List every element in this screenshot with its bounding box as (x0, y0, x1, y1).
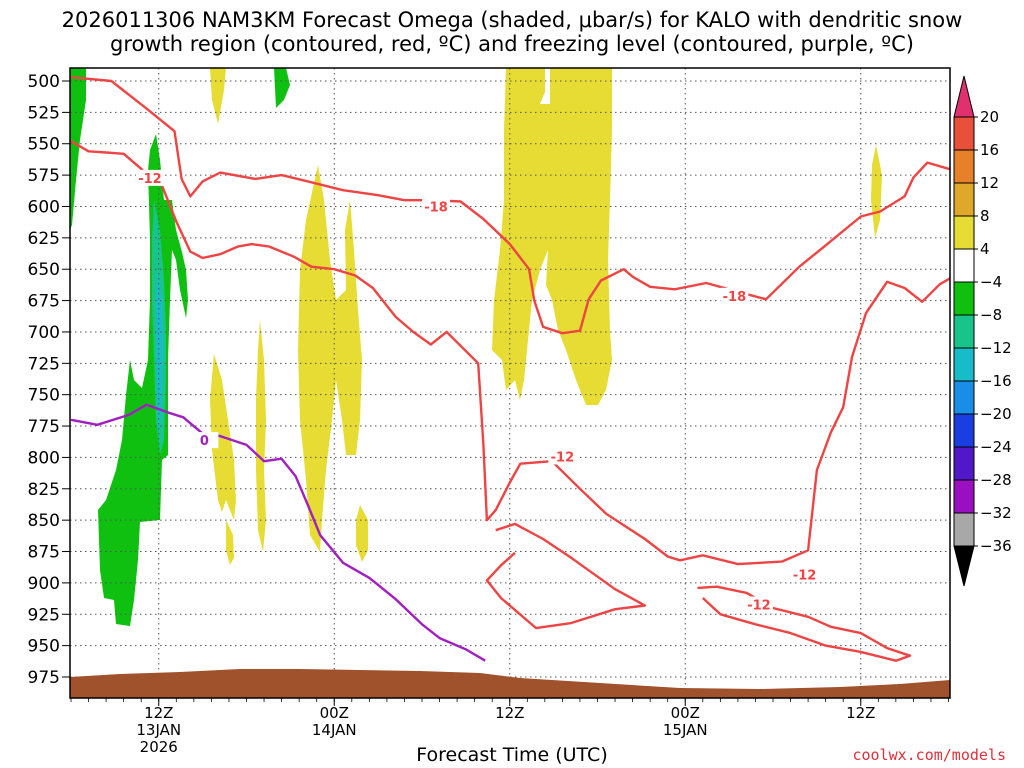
colorbar-box (953, 116, 975, 151)
colorbar-tick-label: −36 (980, 537, 1012, 555)
omega-descent-area (70, 68, 86, 230)
y-tick-label: 700 (28, 323, 60, 343)
omega-ascent-area (256, 320, 266, 552)
dgz-contour (485, 522, 647, 630)
colorbar-box (953, 512, 975, 547)
contour-label: 0 (200, 434, 209, 449)
y-tick-label: 825 (28, 480, 60, 500)
colorbar-bottom-arrow (953, 545, 975, 587)
contour-label-bg (720, 287, 749, 304)
x-tick-label: 12Z (144, 704, 173, 722)
x-tick-label: 12Z (495, 704, 524, 722)
colorbar-tick-label: −28 (980, 471, 1012, 489)
colorbar-box (953, 281, 975, 316)
y-tick-label: 975 (28, 668, 60, 688)
colorbar-box (953, 149, 975, 184)
x-tick-label: 14JAN (312, 721, 357, 739)
contour-label: -12 (551, 450, 575, 465)
omega-ascent-area (210, 68, 226, 124)
colorbar-box (953, 479, 975, 514)
omega-ascent-area (871, 145, 882, 238)
colorbar-tick-label: 12 (980, 174, 999, 192)
contour-label: -12 (138, 172, 162, 187)
y-tick-label: 675 (28, 292, 60, 312)
x-tick-label: 13JAN (136, 721, 181, 739)
colorbar-tick-label: −20 (980, 405, 1012, 423)
colorbar-box (953, 248, 975, 283)
colorbar-box (953, 446, 975, 481)
colorbar-tick-label: −32 (980, 504, 1012, 522)
y-tick-label: 725 (28, 354, 60, 374)
gridlines (70, 68, 950, 698)
colorbar-tick-label: 16 (980, 141, 999, 159)
colorbar-top-arrow (953, 75, 975, 118)
contour-label-bg (548, 448, 577, 465)
omega-shading (70, 68, 882, 626)
colorbar-tick-label: −8 (980, 306, 1002, 324)
colorbar-box (953, 380, 975, 415)
colorbar-tick-label: −12 (980, 339, 1012, 357)
freezing-level-contour (70, 403, 486, 662)
omega-descent-area (98, 134, 188, 626)
y-tick-label: 625 (28, 229, 60, 249)
y-tick-label: 500 (28, 72, 60, 92)
x-tick-label: 2026 (140, 738, 178, 756)
colorbar-tick-label: −24 (980, 438, 1012, 456)
y-tick-label: 550 (28, 135, 60, 155)
y-tick-label: 800 (28, 448, 60, 468)
y-tick-label: 850 (28, 511, 60, 531)
x-tick-label: 12Z (846, 704, 875, 722)
y-tick-label: 775 (28, 417, 60, 437)
contour-label: -18 (424, 201, 448, 216)
terrain (70, 669, 950, 698)
temperature-contours (70, 76, 950, 662)
x-tick-label: 00Z (671, 704, 700, 722)
y-tick-label: 650 (28, 260, 60, 280)
x-tick-label: 15JAN (663, 721, 708, 739)
dgz-contour (70, 140, 950, 566)
y-tick-label: 575 (28, 166, 60, 186)
y-axis: 500 525 550 575 600 625 650 675 700 725 750 775 800 8… (28, 72, 70, 688)
omega-ascent-area (356, 505, 368, 562)
colorbar-box (953, 215, 975, 250)
colorbar-tick-label: −4 (980, 273, 1002, 291)
colorbar-tick-label: −16 (980, 372, 1012, 390)
colorbar-box (953, 413, 975, 448)
contour-label-bg (135, 169, 164, 186)
colorbar-box (953, 347, 975, 382)
omega-ascent-area (298, 165, 362, 552)
colorbar-tick-label: 4 (980, 240, 990, 258)
x-tick-label: 00Z (320, 704, 349, 722)
y-tick-label: 525 (28, 103, 60, 123)
chart-title-line-2: growth region (contoured, red, ºC) and f… (110, 32, 914, 56)
colorbar: 20 16 12 8 4 −4 −8 −12 −16 −20 −24 −28 −32 −36 (953, 75, 1012, 587)
contour-label: -12 (793, 568, 817, 583)
y-tick-label: 950 (28, 637, 60, 657)
contour-label-bg (422, 198, 451, 215)
colorbar-tick-label: 20 (980, 108, 999, 126)
x-axis-label: Forecast Time (UTC) (416, 744, 608, 766)
colorbar-tick-label: 8 (980, 207, 990, 225)
chart-title-line-1: 2026011306 NAM3KM Forecast Omega (shaded… (61, 8, 963, 32)
contour-label: -18 (723, 290, 747, 305)
colorbar-box (953, 182, 975, 217)
contour-label-bg (190, 432, 219, 449)
credit-text: coolwx.com/models (852, 746, 1006, 764)
colorbar-box (953, 314, 975, 349)
contour-label-bg (744, 596, 773, 613)
omega-descent-area (274, 68, 290, 108)
y-tick-label: 875 (28, 543, 60, 563)
y-tick-label: 750 (28, 386, 60, 406)
y-tick-label: 900 (28, 574, 60, 594)
omega-descent-strong-area (156, 270, 163, 440)
dgz-contour (70, 76, 950, 335)
y-tick-label: 600 (28, 197, 60, 217)
contour-label-bg (790, 566, 819, 583)
y-tick-label: 925 (28, 605, 60, 625)
contour-labels: -12 -18 -18 -12 -12 -12 0 (135, 169, 819, 613)
omega-ascent-area (226, 520, 234, 565)
contour-label: -12 (747, 598, 771, 613)
